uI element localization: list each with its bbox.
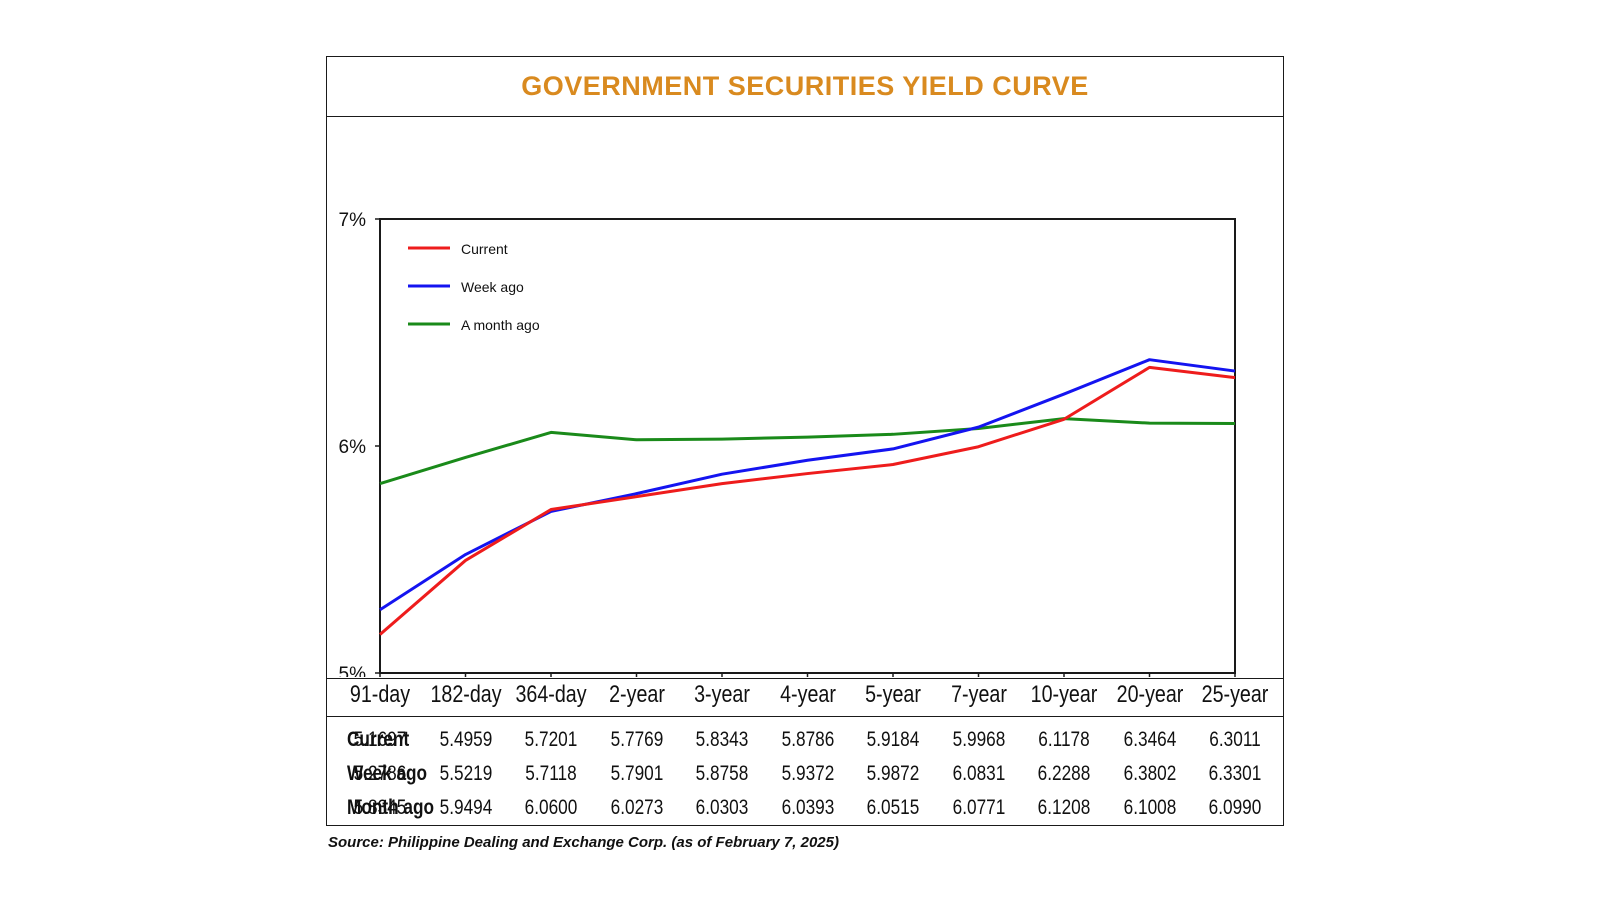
legend: Current Week ago A month ago bbox=[408, 241, 540, 333]
chart-frame: GOVERNMENT SECURITIES YIELD CURVE 5% 6% 7%… bbox=[326, 56, 1284, 826]
table-cell: 5.4959 bbox=[439, 728, 492, 751]
source-note: Source: Philippine Dealing and Exchange … bbox=[328, 834, 839, 851]
series-layer bbox=[379, 358, 1236, 636]
table-cell: 6.1008 bbox=[1123, 796, 1176, 819]
legend-label: Week ago bbox=[461, 279, 524, 295]
table-separator bbox=[327, 678, 1283, 679]
axes-layer: 5%6%7%91-day182-day364-day2-year3-year4-… bbox=[339, 210, 1236, 677]
series-line-week-ago bbox=[379, 358, 1236, 612]
table-cell: 6.1178 bbox=[1038, 728, 1090, 751]
table-header-cell: 3-year bbox=[694, 681, 750, 708]
y-tick-label: 7% bbox=[339, 210, 367, 231]
table-cell: 6.0990 bbox=[1208, 796, 1262, 819]
table-cell: 6.0273 bbox=[610, 796, 663, 819]
table-cell: 5.9968 bbox=[952, 728, 1005, 751]
table-header-cell: 182-day bbox=[429, 681, 502, 708]
table-cell: 6.3464 bbox=[1123, 728, 1176, 751]
table-header-divider bbox=[327, 716, 1283, 717]
table-row-label: Month ago bbox=[347, 796, 435, 819]
table-cell: 6.0600 bbox=[524, 796, 578, 819]
table-cell: 6.3011 bbox=[1209, 728, 1261, 751]
table-header-cell: 7-year bbox=[950, 681, 1007, 708]
table-cell: 5.7901 bbox=[610, 762, 663, 785]
table-cell: 6.0831 bbox=[952, 762, 1005, 785]
table-cell: 5.7769 bbox=[610, 728, 663, 751]
table-cell: 5.8786 bbox=[781, 728, 834, 751]
table-row-week-ago: Week ago 5.2786 5.5219 5.7118 5.7901 5.8758 5.… bbox=[327, 758, 1283, 792]
table-cell: 6.0515 bbox=[866, 796, 920, 819]
legend-label: A month ago bbox=[461, 317, 540, 333]
table-cell: 5.7201 bbox=[524, 728, 578, 751]
table-header-row: 91-day 182-day 364-day 2-year 3-year 4-year 5-… bbox=[327, 681, 1283, 715]
series-line-current bbox=[379, 365, 1236, 636]
table-header-cell: 2-year bbox=[608, 681, 665, 708]
table-header-cell: 25-year bbox=[1201, 681, 1269, 708]
table-cell: 6.1208 bbox=[1037, 796, 1091, 819]
table-cell: 5.9184 bbox=[866, 728, 920, 751]
table-cell: 5.9494 bbox=[439, 796, 492, 819]
table-header-cell: 20-year bbox=[1116, 681, 1183, 708]
table-cell: 5.1697 bbox=[353, 728, 407, 751]
table-cell: 5.7118 bbox=[525, 762, 577, 785]
table-cell: 5.9372 bbox=[781, 762, 834, 785]
table-cell: 5.2786 bbox=[353, 762, 407, 785]
table-cell: 6.0771 bbox=[952, 796, 1005, 819]
table-cell: 6.3301 bbox=[1208, 762, 1262, 785]
y-tick-label: 5% bbox=[339, 664, 367, 677]
chart-title: GOVERNMENT SECURITIES YIELD CURVE bbox=[521, 71, 1089, 101]
table-header-cell: 4-year bbox=[779, 681, 836, 708]
table-header-cell: 91-day bbox=[349, 681, 411, 708]
series-line-a-month-ago bbox=[379, 417, 1236, 486]
yield-curve-chart: 5%6%7%91-day182-day364-day2-year3-year4-… bbox=[339, 210, 1236, 677]
table-cell: 5.8345 bbox=[353, 796, 407, 819]
table-cell: 6.3802 bbox=[1123, 762, 1176, 785]
title-bar: GOVERNMENT SECURITIES YIELD CURVE bbox=[327, 57, 1283, 117]
table-header-cell: 10-year bbox=[1030, 681, 1098, 708]
table-row-label: Current bbox=[347, 728, 410, 751]
legend-label: Current bbox=[461, 241, 508, 257]
table-header-cell: 5-year bbox=[865, 681, 921, 708]
table-cell: 5.8343 bbox=[695, 728, 749, 751]
table-cell: 5.5219 bbox=[439, 762, 492, 785]
table-cell: 6.2288 bbox=[1037, 762, 1091, 785]
table-cell: 6.0303 bbox=[695, 796, 749, 819]
y-tick-label: 6% bbox=[339, 437, 367, 458]
table-cell: 5.8758 bbox=[695, 762, 749, 785]
table-cell: 5.9872 bbox=[866, 762, 920, 785]
table-header-cell: 364-day bbox=[515, 681, 587, 708]
table-row-month-ago: Month ago 5.8345 5.9494 6.0600 6.0273 6.0303 6… bbox=[327, 792, 1283, 826]
table-row-current: Current 5.1697 5.4959 5.7201 5.7769 5.8343 5.8… bbox=[327, 724, 1283, 758]
table-cell: 6.0393 bbox=[781, 796, 834, 819]
table-row-label: Week ago bbox=[347, 762, 428, 785]
